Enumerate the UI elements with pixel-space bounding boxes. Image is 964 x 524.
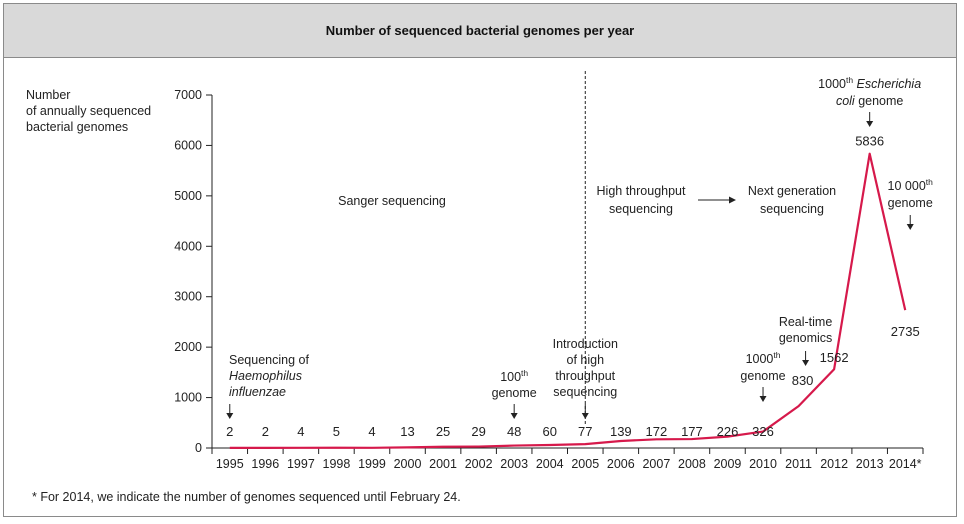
y-tick-label-2000: 2000 (174, 340, 202, 354)
footnote: * For 2014, we indicate the number of ge… (32, 490, 461, 504)
x-tick-label-2004: 2004 (536, 457, 564, 471)
y-tick-label-7000: 7000 (174, 88, 202, 102)
annotation-haemophilus-line-1: Haemophilus (229, 369, 302, 383)
era-label-next-gen-line-1: sequencing (760, 202, 824, 216)
x-tick-label-2002: 2002 (465, 457, 493, 471)
annotation-real-time-arrow-head (802, 360, 810, 366)
annotation-real-time-line-0: Real-time (779, 315, 833, 329)
x-tick-label-2000: 2000 (394, 457, 422, 471)
data-label-2005: 77 (578, 424, 592, 439)
annotation-intro-ht-line-2: throughput (555, 369, 615, 383)
y-tick-label-6000: 6000 (174, 138, 202, 152)
annotation-intro-ht-line-3: sequencing (553, 385, 617, 399)
data-label-2011: 830 (792, 373, 814, 388)
y-tick-label-5000: 5000 (174, 189, 202, 203)
annotation-ecoli-line-0: 1000th Escherichia (818, 75, 921, 91)
annotation-haemophilus-arrow-head (226, 413, 234, 419)
annotation-1000th-arrow-head (759, 396, 767, 402)
x-tick-label-2008: 2008 (678, 457, 706, 471)
annotation-intro-ht-line-0: Introduction (553, 337, 618, 351)
data-label-1995: 2 (226, 424, 233, 439)
data-label-2006: 139 (610, 424, 632, 439)
x-tick-label-2014*: 2014* (889, 457, 922, 471)
annotation-intro-ht-arrow-head (581, 413, 589, 419)
annotation-10000th-genome: genome (888, 196, 933, 210)
x-tick-label-1995: 1995 (216, 457, 244, 471)
x-tick-label-2007: 2007 (642, 457, 670, 471)
data-label-1996: 2 (262, 424, 269, 439)
data-label-2000: 13 (400, 424, 414, 439)
x-tick-label-2005: 2005 (571, 457, 599, 471)
x-tick-label-1996: 1996 (251, 457, 279, 471)
era-label-high-throughput-line-1: sequencing (609, 202, 673, 216)
x-tick-label-1998: 1998 (323, 457, 351, 471)
era-label-high-throughput-line-0: High throughput (597, 184, 686, 198)
data-label-2013: 5836 (855, 134, 884, 149)
data-label-2001: 25 (436, 424, 450, 439)
annotation-real-time-line-1: genomics (779, 331, 833, 345)
annotation-100th-number: 100th (500, 368, 528, 384)
x-tick-label-1997: 1997 (287, 457, 315, 471)
series-line (229, 152, 907, 449)
x-tick-label-2013: 2013 (856, 457, 884, 471)
data-label-2004: 60 (542, 424, 556, 439)
era-label-sanger: Sanger sequencing (338, 194, 446, 208)
annotation-1000th-genome: genome (740, 369, 785, 383)
x-tick-label-2003: 2003 (500, 457, 528, 471)
data-label-2009: 226 (717, 424, 739, 439)
ylabel-line-2: bacterial genomes (26, 120, 128, 134)
data-label-2008: 177 (681, 424, 703, 439)
x-tick-label-2010: 2010 (749, 457, 777, 471)
annotation-1000th-number: 1000th (746, 350, 781, 366)
y-tick-label-3000: 3000 (174, 290, 202, 304)
annotation-intro-ht-line-1: of high (567, 353, 605, 367)
data-label-2010: 326 (752, 424, 774, 439)
y-tick-label-1000: 1000 (174, 391, 202, 405)
data-label-2007: 172 (646, 424, 668, 439)
ylabel-line-0: Number (26, 88, 70, 102)
x-tick-label-2011: 2011 (785, 457, 812, 471)
x-tick-label-2001: 2001 (429, 457, 457, 471)
x-tick-label-1999: 1999 (358, 457, 386, 471)
data-label-2014*: 2735 (891, 324, 920, 339)
annotation-ecoli-line-1: coli genome (836, 94, 903, 108)
data-label-2012: 1562 (820, 350, 849, 365)
chart-title: Number of sequenced bacterial genomes pe… (325, 23, 635, 38)
era-label-next-gen-line-0: Next generation (748, 184, 836, 198)
y-tick-label-0: 0 (195, 441, 202, 455)
annotation-10000th-arrow-head (906, 224, 914, 230)
era-arrow-head (729, 196, 736, 204)
annotation-haemophilus-line-0: Sequencing of (229, 353, 309, 367)
data-label-2003: 48 (507, 424, 521, 439)
data-label-1999: 4 (368, 424, 375, 439)
y-tick-label-4000: 4000 (174, 239, 202, 253)
x-tick-label-2012: 2012 (820, 457, 848, 471)
annotation-100th-arrow-head (510, 413, 518, 419)
annotation-10000th-number: 10 000th (888, 177, 934, 193)
data-label-1998: 5 (333, 424, 340, 439)
annotation-100th-genome: genome (492, 386, 537, 400)
x-tick-label-2009: 2009 (714, 457, 742, 471)
data-label-1997: 4 (297, 424, 304, 439)
chart-header: Number of sequenced bacterial genomes pe… (4, 4, 956, 58)
ylabel-line-1: of annually sequenced (26, 104, 151, 118)
chart-frame: Number of sequenced bacterial genomes pe… (3, 3, 957, 517)
x-tick-label-2006: 2006 (607, 457, 635, 471)
data-label-2002: 29 (471, 424, 485, 439)
annotation-haemophilus-line-2: influenzae (229, 385, 286, 399)
annotation-ecoli-arrow-head (866, 121, 874, 127)
